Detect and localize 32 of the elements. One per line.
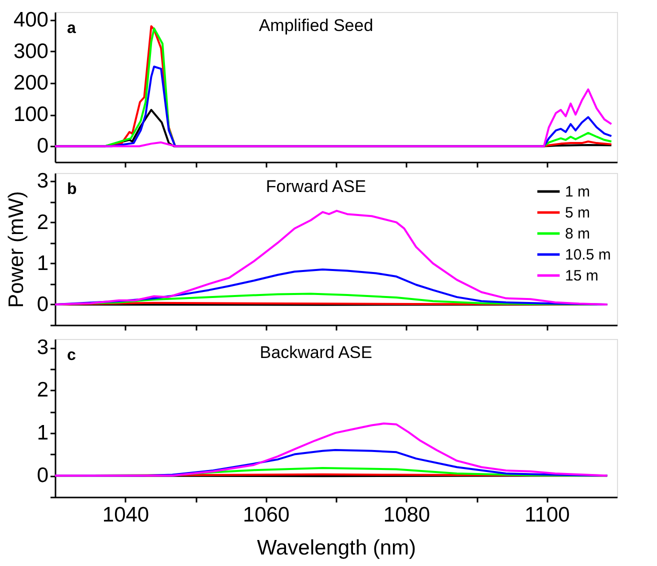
chart-title: Amplified Seed xyxy=(258,16,374,35)
line-series xyxy=(54,422,608,477)
y-tick-label: 0 xyxy=(36,292,48,316)
line-series xyxy=(54,88,612,148)
y-tick-label: 200 xyxy=(13,72,48,95)
legend-label: 1 m xyxy=(565,184,590,200)
x-axis-title: Wavelength (nm) xyxy=(256,536,416,560)
y-tick-label: 2 xyxy=(36,378,48,402)
chart-title: Forward ASE xyxy=(266,177,366,196)
annotation: a xyxy=(67,20,76,37)
annotation: c xyxy=(67,347,76,364)
y-tick-label: 0 xyxy=(36,134,48,158)
annotation: b xyxy=(67,181,77,198)
legend-label: 10.5 m xyxy=(565,246,611,264)
y-tick-label: 3 xyxy=(36,170,48,193)
legend-label: 15 m xyxy=(565,268,598,284)
x-tick-label: 1100 xyxy=(524,504,570,526)
y-tick-label: 300 xyxy=(13,40,48,63)
y-tick-label: 100 xyxy=(13,103,48,126)
x-tick-label: 1080 xyxy=(383,504,430,526)
y-tick-label: 2 xyxy=(36,210,48,234)
y-tick-label: 1 xyxy=(36,421,48,444)
x-tick-label: 1060 xyxy=(242,504,290,526)
y-tick-label: 0 xyxy=(36,464,48,488)
y-axis-title: Power (mW) xyxy=(4,191,28,308)
y-tick-label: 400 xyxy=(13,8,48,32)
y-tick-label: 3 xyxy=(36,336,48,360)
legend-label: 5 m xyxy=(565,204,590,222)
x-tick-label: 1040 xyxy=(102,504,150,526)
chart-title: Backward ASE xyxy=(260,343,372,362)
legend-label: 8 m xyxy=(565,226,590,242)
y-tick-label: 1 xyxy=(36,252,48,275)
